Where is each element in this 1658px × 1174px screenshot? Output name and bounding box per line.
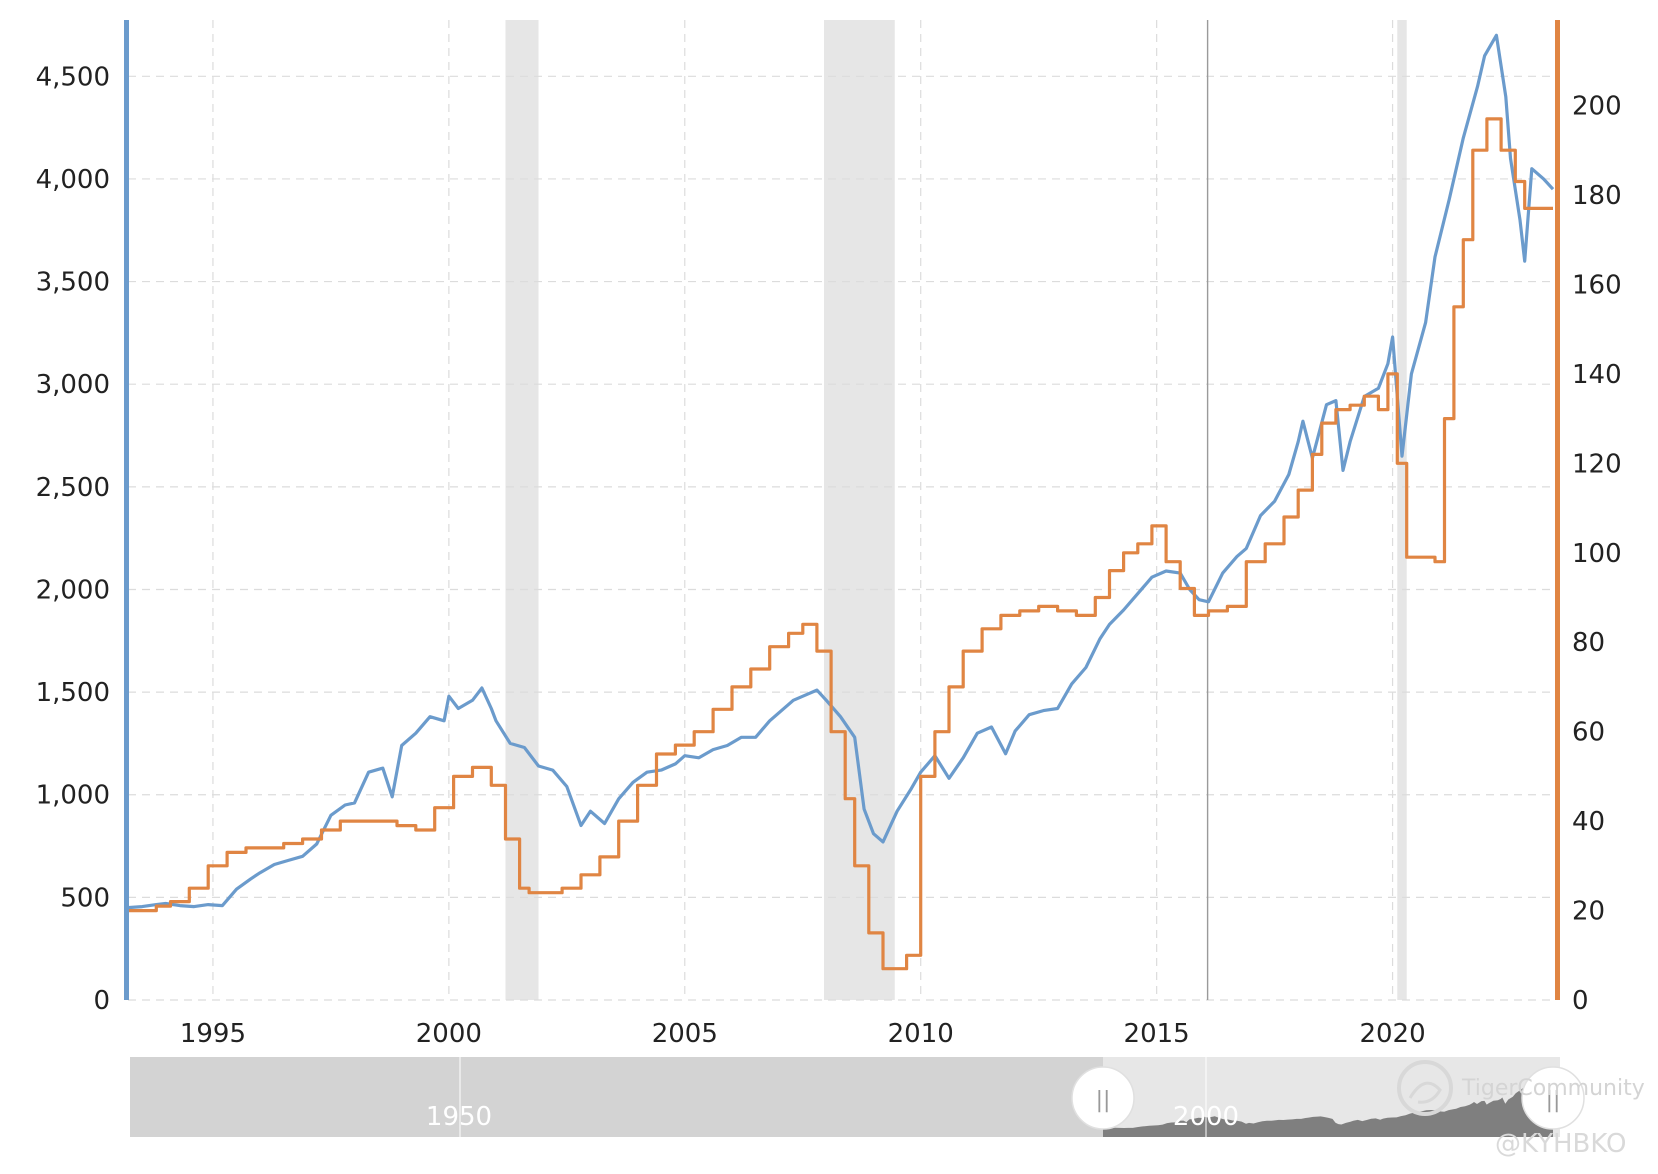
y-left-tick-label: 4,500 [36,62,110,92]
tiger-logo-icon [1408,1081,1442,1104]
y-right-tick-label: 40 [1572,807,1605,837]
watermark: TigerCommunity @KYHBKO [1397,1060,1645,1159]
y-right-tick-label: 0 [1572,986,1589,1016]
range-navigator[interactable]: 1950 2000 || || [130,1057,1585,1137]
y-right-tick-label: 20 [1572,897,1605,927]
y-left-tick-label: 3,000 [36,370,110,400]
x-tick-label: 2010 [888,1019,954,1049]
grip-icon: || [1096,1088,1111,1113]
y-left-tick-label: 0 [93,986,110,1016]
left-axis-line [124,20,129,1000]
grid-lines [128,20,1553,1001]
y-right-tick-label: 140 [1572,360,1622,390]
recession-band [505,20,539,1000]
y-right-tick-label: 60 [1572,718,1605,748]
y-left-tick-label: 2,500 [36,473,110,503]
y-right-tick-label: 120 [1572,449,1622,479]
navigator-label-2000: 2000 [1173,1102,1239,1132]
axes [124,20,1560,1000]
y-left-tick-label: 1,500 [36,678,110,708]
watermark-handle: @KYHBKO [1495,1129,1627,1159]
y-left-tick-label: 4,000 [36,165,110,195]
y-left-tick-label: 3,500 [36,268,110,298]
recession-bands [505,20,1407,1000]
navigator-series-area [1103,1081,1553,1137]
y-right-tick-label: 160 [1572,270,1622,300]
y-right-tick-label: 80 [1572,628,1605,658]
y-right-tick-label: 180 [1572,181,1622,211]
navigator-left-handle[interactable]: || [1071,1066,1135,1130]
x-tick-label: 2015 [1124,1019,1190,1049]
grip-icon: || [1546,1088,1561,1113]
tick-labels: 0 500 1,000 1,500 2,000 2,500 3,000 3,500 4,000 4… [36,62,1622,1049]
x-tick-label: 2005 [652,1019,718,1049]
tiger-logo-icon [1397,1060,1453,1116]
y-left-tick-label: 1,000 [36,781,110,811]
series-layer [127,33,1555,971]
y-right-tick-label: 100 [1572,539,1622,569]
navigator-label-1950: 1950 [426,1102,492,1132]
navigator-right-handle[interactable]: || [1521,1066,1585,1130]
x-tick-label: 2020 [1359,1019,1425,1049]
y-right-tick-label: 200 [1572,92,1622,122]
recession-band [1397,20,1407,1000]
right-axis-line [1555,20,1560,1000]
series-line-left [127,33,1555,910]
watermark-brand: TigerCommunity [1461,1076,1645,1101]
y-left-tick-label: 500 [60,883,110,913]
recession-band [823,20,895,1000]
x-tick-label: 2000 [416,1019,482,1049]
y-left-tick-label: 2,000 [36,575,110,605]
x-tick-label: 1995 [180,1019,246,1049]
series-line-right [128,117,1553,971]
